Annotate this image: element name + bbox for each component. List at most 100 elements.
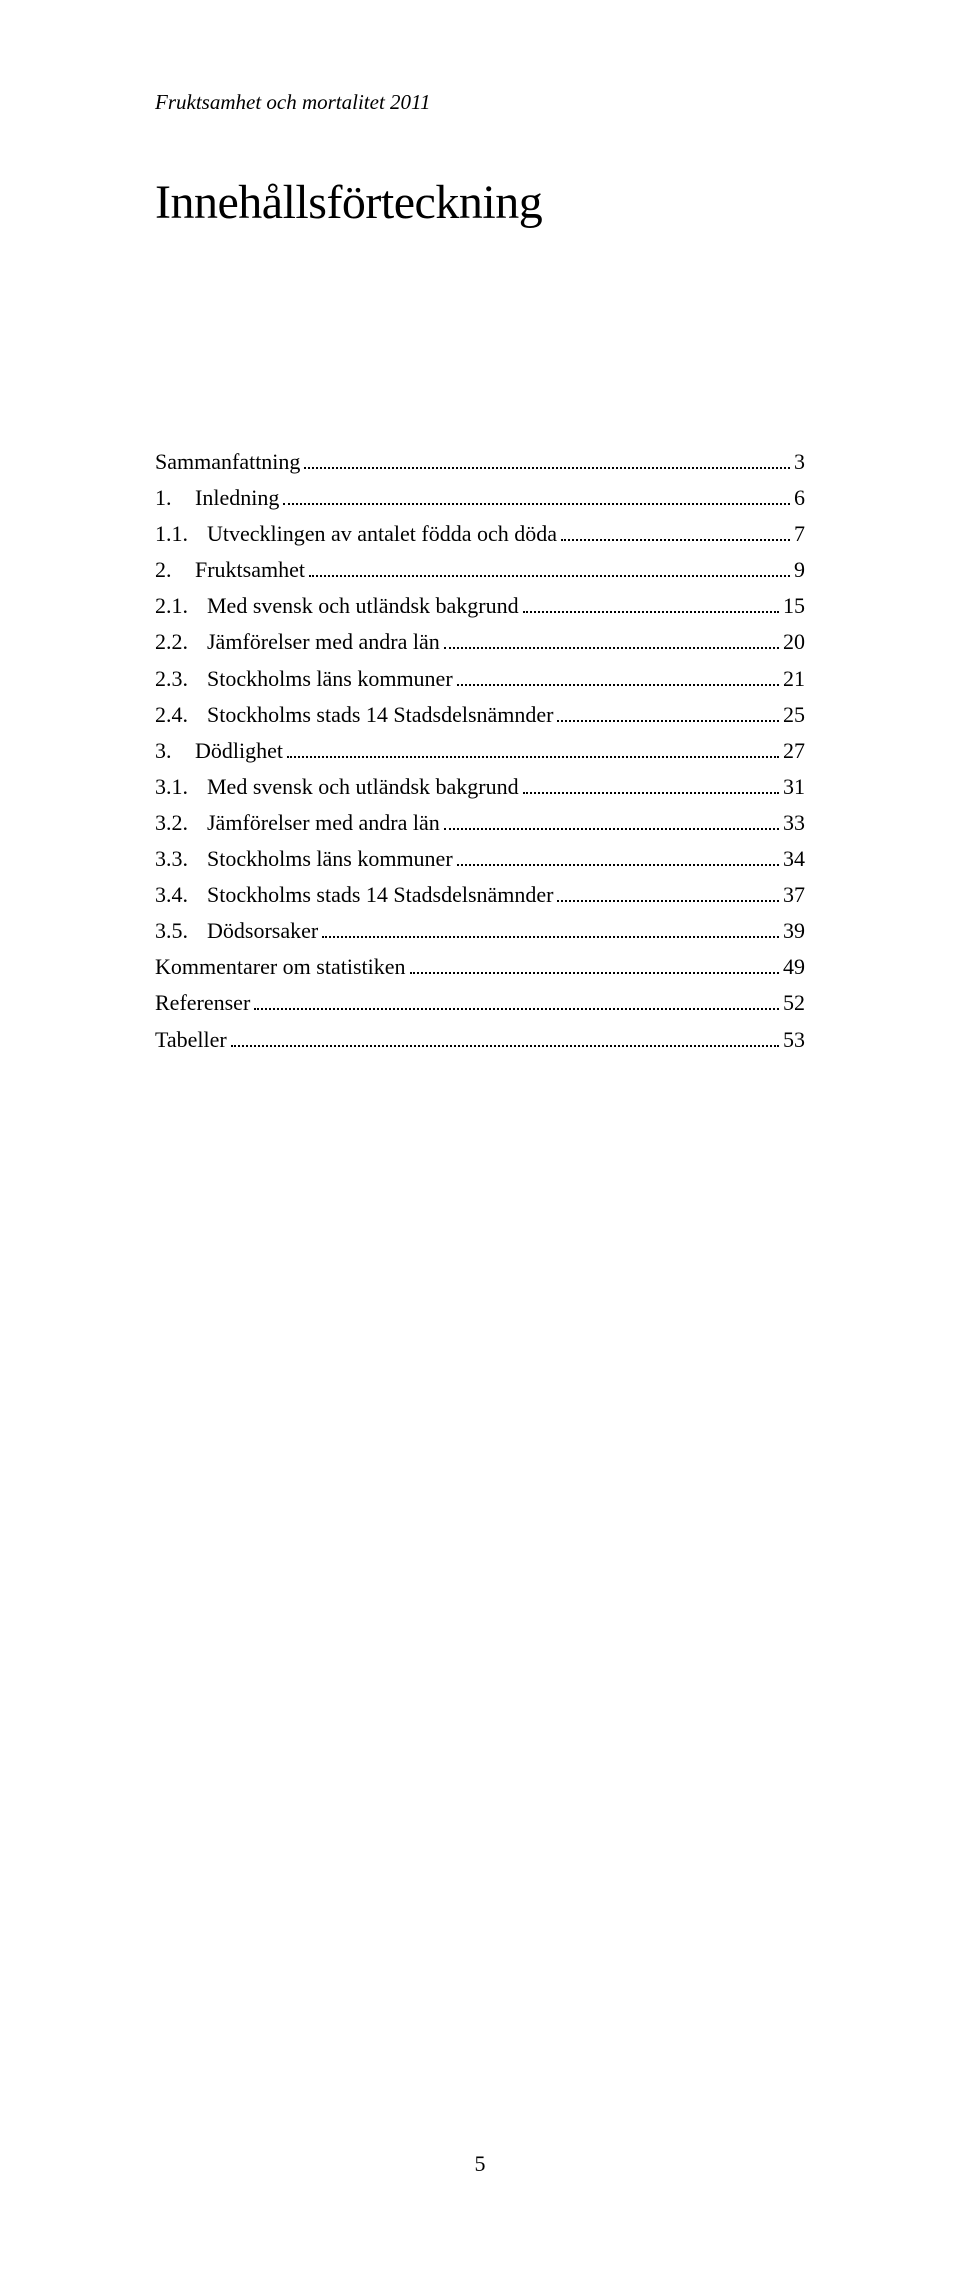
toc-entry-label: 2.1.Med svensk och utländsk bakgrund xyxy=(155,589,519,623)
toc-entry-text: Tabeller xyxy=(155,1027,227,1052)
toc-entry-page: 15 xyxy=(783,589,805,623)
toc-leader-dots xyxy=(287,756,779,758)
toc-entry-page: 34 xyxy=(783,842,805,876)
toc-leader-dots xyxy=(557,900,779,902)
toc-entry-label: 3.3.Stockholms läns kommuner xyxy=(155,842,453,876)
toc-entry-label: 2.3.Stockholms läns kommuner xyxy=(155,662,453,696)
toc-leader-dots xyxy=(557,720,779,722)
toc-entry-text: Stockholms stads 14 Stadsdelsnämnder xyxy=(207,702,553,727)
toc-entry-number: 1.1. xyxy=(155,517,207,551)
toc-entry-label: 3.Dödlighet xyxy=(155,734,283,768)
toc-entry-page: 37 xyxy=(783,878,805,912)
toc-leader-dots xyxy=(304,467,790,469)
toc-entry: 3.2.Jämförelser med andra län 33 xyxy=(155,806,805,840)
toc-entry-page: 31 xyxy=(783,770,805,804)
page-number: 5 xyxy=(0,2151,960,2177)
toc-entry-label: 3.1.Med svensk och utländsk bakgrund xyxy=(155,770,519,804)
toc-entry: 2.3.Stockholms läns kommuner 21 xyxy=(155,662,805,696)
toc-entry-label: Sammanfattning xyxy=(155,445,300,479)
toc-entry-number: 3. xyxy=(155,734,195,768)
toc-entry-page: 21 xyxy=(783,662,805,696)
toc-entry-label: 1.Inledning xyxy=(155,481,279,515)
toc-entry-page: 53 xyxy=(783,1023,805,1057)
toc-entry: 2.Fruktsamhet 9 xyxy=(155,553,805,587)
toc-leader-dots xyxy=(231,1045,779,1047)
toc-entry-text: Med svensk och utländsk bakgrund xyxy=(207,593,519,618)
toc-entry-label: 2.4.Stockholms stads 14 Stadsdelsnämnder xyxy=(155,698,553,732)
toc-entry-number: 3.3. xyxy=(155,842,207,876)
running-title: Fruktsamhet och mortalitet 2011 xyxy=(155,90,805,115)
toc-entry-text: Fruktsamhet xyxy=(195,557,305,582)
toc-entry-label: 1.1.Utvecklingen av antalet födda och dö… xyxy=(155,517,557,551)
toc-leader-dots xyxy=(444,647,779,649)
toc-entry: 2.1.Med svensk och utländsk bakgrund 15 xyxy=(155,589,805,623)
toc-entry-label: Tabeller xyxy=(155,1023,227,1057)
toc-entry-text: Kommentarer om statistiken xyxy=(155,954,406,979)
toc-entry: 3.4.Stockholms stads 14 Stadsdelsnämnder… xyxy=(155,878,805,912)
toc-entry-text: Dödlighet xyxy=(195,738,283,763)
toc-entry-text: Referenser xyxy=(155,990,250,1015)
toc-entry-page: 33 xyxy=(783,806,805,840)
toc-entry-text: Jämförelser med andra län xyxy=(207,810,440,835)
toc-entry-page: 6 xyxy=(794,481,805,515)
toc-entry-text: Inledning xyxy=(195,485,279,510)
toc-entry: Sammanfattning 3 xyxy=(155,445,805,479)
toc-entry-page: 3 xyxy=(794,445,805,479)
toc-entry-page: 49 xyxy=(783,950,805,984)
toc-leader-dots xyxy=(309,575,790,577)
toc-entry: Referenser 52 xyxy=(155,986,805,1020)
toc-entry-number: 1. xyxy=(155,481,195,515)
toc-entry-text: Stockholms läns kommuner xyxy=(207,666,453,691)
toc-entry-text: Med svensk och utländsk bakgrund xyxy=(207,774,519,799)
toc-entry-number: 2.1. xyxy=(155,589,207,623)
toc-leader-dots xyxy=(561,539,790,541)
toc-entry-label: 3.2.Jämförelser med andra län xyxy=(155,806,440,840)
toc-entry-label: Referenser xyxy=(155,986,250,1020)
toc-leader-dots xyxy=(523,611,779,613)
toc-entry-label: 2.Fruktsamhet xyxy=(155,553,305,587)
toc-entry-label: 2.2.Jämförelser med andra län xyxy=(155,625,440,659)
toc-entry-page: 25 xyxy=(783,698,805,732)
toc-leader-dots xyxy=(410,972,780,974)
toc-entry-number: 2.4. xyxy=(155,698,207,732)
toc-entry: 2.4.Stockholms stads 14 Stadsdelsnämnder… xyxy=(155,698,805,732)
toc-entry-number: 3.4. xyxy=(155,878,207,912)
page-container: Fruktsamhet och mortalitet 2011 Innehåll… xyxy=(0,0,960,1057)
toc-entry: 3.5.Dödsorsaker 39 xyxy=(155,914,805,948)
toc-list: Sammanfattning 31.Inledning 61.1.Utveckl… xyxy=(155,445,805,1057)
toc-entry-text: Jämförelser med andra län xyxy=(207,629,440,654)
toc-entry-page: 52 xyxy=(783,986,805,1020)
toc-leader-dots xyxy=(322,936,779,938)
toc-entry-number: 2.2. xyxy=(155,625,207,659)
toc-entry: Kommentarer om statistiken 49 xyxy=(155,950,805,984)
toc-entry: 3.3.Stockholms läns kommuner 34 xyxy=(155,842,805,876)
toc-entry-number: 3.1. xyxy=(155,770,207,804)
toc-entry-number: 3.5. xyxy=(155,914,207,948)
toc-entry-text: Sammanfattning xyxy=(155,449,300,474)
toc-leader-dots xyxy=(457,864,779,866)
toc-entry-number: 2.3. xyxy=(155,662,207,696)
toc-entry: 1.Inledning 6 xyxy=(155,481,805,515)
toc-leader-dots xyxy=(523,792,779,794)
toc-entry-page: 27 xyxy=(783,734,805,768)
toc-entry-page: 7 xyxy=(794,517,805,551)
toc-leader-dots xyxy=(283,503,790,505)
toc-entry-label: Kommentarer om statistiken xyxy=(155,950,406,984)
toc-entry-page: 20 xyxy=(783,625,805,659)
toc-entry-number: 2. xyxy=(155,553,195,587)
toc-entry-text: Utvecklingen av antalet födda och döda xyxy=(207,521,557,546)
toc-entry-text: Stockholms läns kommuner xyxy=(207,846,453,871)
toc-entry: 3.1.Med svensk och utländsk bakgrund 31 xyxy=(155,770,805,804)
toc-entry-label: 3.5.Dödsorsaker xyxy=(155,914,318,948)
toc-leader-dots xyxy=(444,828,779,830)
toc-entry-page: 9 xyxy=(794,553,805,587)
toc-entry: 2.2.Jämförelser med andra län 20 xyxy=(155,625,805,659)
toc-entry-text: Stockholms stads 14 Stadsdelsnämnder xyxy=(207,882,553,907)
toc-leader-dots xyxy=(457,684,779,686)
toc-entry: 1.1.Utvecklingen av antalet födda och dö… xyxy=(155,517,805,551)
toc-leader-dots xyxy=(254,1008,779,1010)
toc-entry-number: 3.2. xyxy=(155,806,207,840)
page-heading: Innehållsförteckning xyxy=(155,175,805,230)
toc-entry: Tabeller 53 xyxy=(155,1023,805,1057)
toc-entry-label: 3.4.Stockholms stads 14 Stadsdelsnämnder xyxy=(155,878,553,912)
